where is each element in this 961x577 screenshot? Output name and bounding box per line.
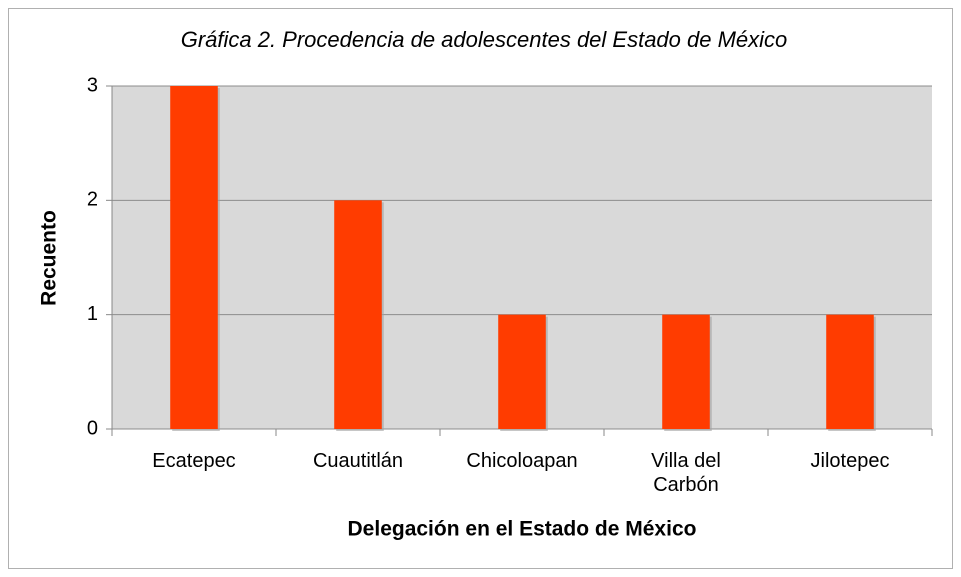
bar: [334, 200, 382, 429]
y-tick-label: 1: [87, 303, 98, 325]
x-tick-label: Ecatepec: [152, 450, 236, 472]
x-tick-label: Chicoloapan: [466, 450, 578, 472]
x-tick-label: Villa del Carbón: [651, 450, 721, 496]
x-tick-label: Jilotepec: [810, 450, 890, 472]
y-tick-label: 2: [87, 189, 98, 211]
x-tick-label: Cuautitlán: [312, 450, 404, 472]
x-axis-title: Delegación en el Estado de México: [348, 518, 697, 541]
y-tick-label: 3: [87, 74, 98, 96]
bar: [662, 314, 710, 429]
y-axis-title: Recuento: [38, 210, 61, 306]
bar: [170, 86, 218, 429]
y-tick-label: 0: [87, 417, 98, 439]
bar: [498, 314, 546, 429]
chart-title: Gráfica 2. Procedencia de adolescentes d…: [181, 27, 788, 52]
bar: [826, 314, 874, 429]
